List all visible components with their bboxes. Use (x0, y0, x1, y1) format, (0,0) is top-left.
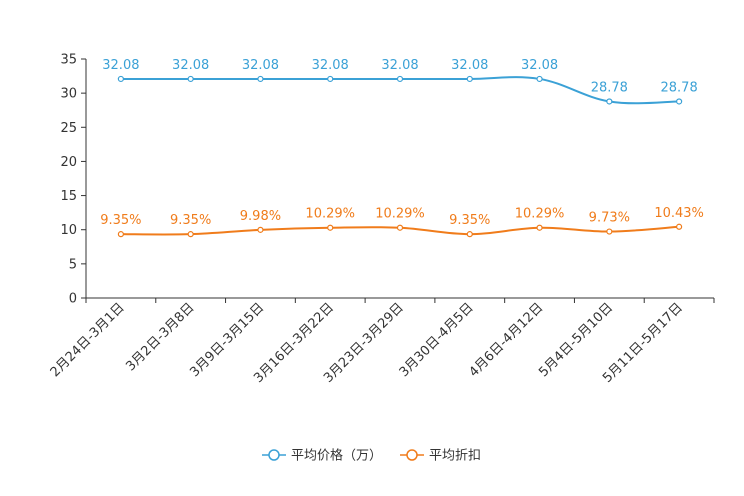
data-point[interactable] (396, 224, 404, 231)
y-tick-label: 0 (69, 292, 77, 307)
series-avg-discount: 9.35% 9.35% 9.98% 10.29% 10.29% 9.35% 10.29% 9.… (100, 206, 704, 238)
x-tick-label: 3月2日-3月8日 (123, 300, 197, 374)
data-label: 10.29% (305, 207, 355, 222)
data-point[interactable] (257, 226, 264, 233)
y-tick-label: 25 (60, 121, 77, 136)
legend-item-avg-discount[interactable]: 平均折扣 (400, 449, 481, 464)
data-label: 28.78 (591, 80, 628, 95)
legend-marker-icon (406, 449, 418, 461)
data-point[interactable] (117, 231, 124, 238)
data-label: 10.29% (515, 207, 565, 222)
data-label: 32.08 (172, 58, 209, 73)
data-label: 32.08 (102, 58, 139, 73)
data-point[interactable] (676, 98, 683, 105)
data-label: 9.73% (589, 211, 630, 226)
y-tick-label: 15 (60, 189, 77, 204)
y-tick-label: 30 (60, 87, 77, 102)
data-label: 28.78 (661, 80, 698, 95)
x-tick-label: 3月9日-3月15日 (187, 300, 267, 380)
legend-label: 平均折扣 (429, 449, 481, 464)
y-tick-label: 10 (60, 223, 77, 238)
data-label: 32.08 (451, 58, 488, 73)
x-tick-label: 3月30日-4月5日 (397, 300, 477, 380)
data-label: 32.08 (381, 58, 418, 73)
data-label: 32.08 (312, 58, 349, 73)
x-tick-label: 4月6日-4月12日 (466, 300, 546, 380)
y-tick-label: 20 (60, 155, 77, 170)
data-label: 32.08 (242, 58, 279, 73)
x-tick-label: 5月4日-5月10日 (536, 300, 616, 380)
data-point[interactable] (606, 228, 613, 235)
data-point[interactable] (327, 224, 334, 231)
legend-item-avg-price[interactable]: 平均价格（万） (262, 448, 382, 464)
data-point[interactable] (117, 75, 124, 83)
data-point[interactable] (536, 75, 543, 83)
legend-label: 平均价格（万） (291, 448, 382, 464)
data-point[interactable] (396, 75, 404, 83)
data-point[interactable] (466, 231, 473, 238)
data-label: 10.43% (654, 206, 704, 221)
data-label: 9.35% (170, 213, 211, 228)
data-label: 9.35% (449, 213, 490, 228)
data-point[interactable] (257, 75, 264, 83)
data-label: 32.08 (521, 58, 558, 73)
data-point[interactable] (187, 75, 194, 83)
data-point[interactable] (327, 75, 334, 83)
data-label: 9.35% (100, 213, 141, 228)
data-point[interactable] (187, 231, 194, 238)
legend-marker-icon (268, 449, 280, 461)
y-tick-label: 5 (69, 257, 77, 272)
series-layer: 32.08 32.08 32.08 32.08 32.08 32.08 32.08 28.78… (100, 58, 704, 238)
x-tick-label: 2月24日-3月1日 (48, 300, 128, 380)
data-point[interactable] (536, 224, 543, 231)
data-label: 9.98% (240, 209, 281, 224)
data-label: 10.29% (375, 207, 425, 222)
data-point[interactable] (676, 223, 683, 230)
y-tick-label: 35 (60, 53, 77, 68)
series-avg-price: 32.08 32.08 32.08 32.08 32.08 32.08 32.08 28.78… (102, 58, 698, 105)
legend[interactable]: 平均价格（万） 平均折扣 (262, 448, 481, 464)
data-point[interactable] (606, 98, 613, 105)
data-point[interactable] (466, 75, 473, 83)
